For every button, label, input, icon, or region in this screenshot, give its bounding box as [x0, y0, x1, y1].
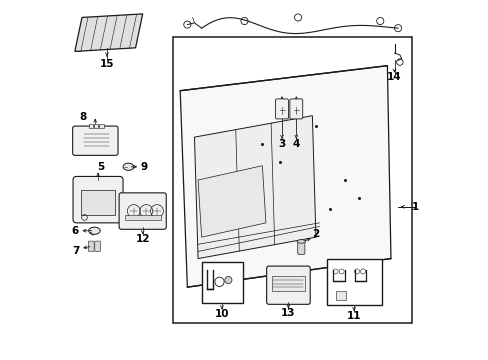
Text: 11: 11 — [346, 311, 361, 321]
Circle shape — [224, 276, 231, 284]
Text: 5: 5 — [97, 162, 104, 172]
Bar — [272, 276, 304, 291]
Bar — [99, 124, 103, 128]
Text: 15: 15 — [100, 59, 114, 69]
Bar — [88, 124, 93, 128]
Text: 13: 13 — [281, 308, 295, 318]
Text: 10: 10 — [214, 309, 229, 319]
Bar — [124, 215, 160, 220]
Polygon shape — [194, 116, 315, 258]
Polygon shape — [180, 66, 390, 287]
Text: 7: 7 — [72, 246, 79, 256]
Bar — [201, 262, 242, 303]
Text: 12: 12 — [135, 234, 150, 244]
Bar — [94, 124, 98, 128]
Bar — [173, 37, 411, 323]
FancyBboxPatch shape — [119, 193, 166, 229]
Bar — [81, 190, 115, 215]
FancyBboxPatch shape — [95, 241, 101, 251]
Text: 1: 1 — [411, 202, 418, 212]
Polygon shape — [75, 14, 142, 51]
Bar — [326, 258, 381, 305]
Polygon shape — [198, 166, 265, 237]
Text: 9: 9 — [141, 162, 148, 172]
Bar — [335, 291, 346, 300]
FancyBboxPatch shape — [289, 99, 302, 119]
Text: 2: 2 — [312, 229, 319, 239]
Ellipse shape — [296, 240, 305, 243]
Ellipse shape — [88, 227, 100, 234]
FancyBboxPatch shape — [73, 176, 123, 223]
FancyBboxPatch shape — [275, 99, 288, 119]
Text: 8: 8 — [79, 112, 86, 122]
Text: 6: 6 — [71, 226, 78, 236]
Text: 14: 14 — [386, 72, 401, 82]
FancyBboxPatch shape — [297, 242, 304, 254]
Text: 3: 3 — [278, 139, 285, 149]
FancyBboxPatch shape — [88, 241, 94, 251]
Text: 4: 4 — [292, 139, 299, 149]
FancyBboxPatch shape — [266, 266, 309, 304]
Ellipse shape — [123, 163, 134, 170]
FancyBboxPatch shape — [73, 126, 118, 156]
